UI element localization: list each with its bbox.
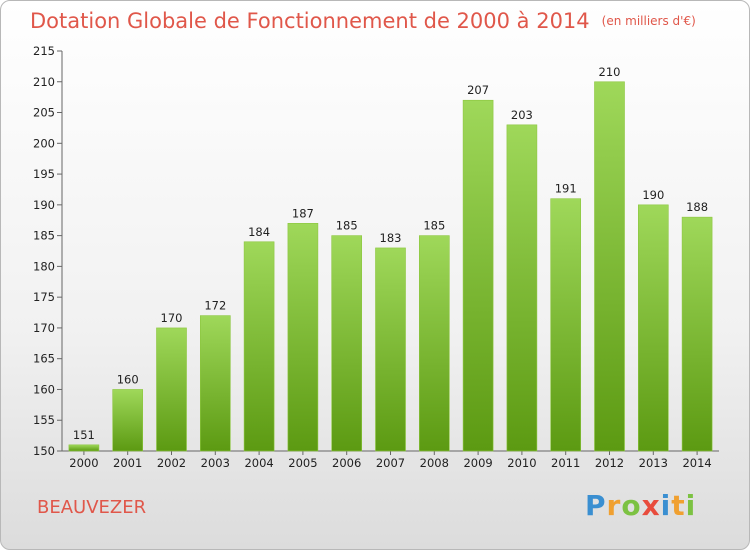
logo-letter: i [660,489,672,522]
x-tick-label: 2011 [551,456,580,470]
y-tick-label: 165 [33,352,55,366]
bar [68,444,100,452]
x-tick-label: 2006 [332,456,361,470]
chart-title-text: Dotation Globale de Fonctionnement de 20… [30,9,590,33]
bar [156,327,187,452]
bar [331,235,363,452]
y-tick-label: 175 [33,290,55,304]
bar [418,235,450,452]
bar-value-label: 190 [642,188,664,202]
bar-value-label: 184 [248,225,270,239]
x-tick-label: 2001 [113,456,142,470]
y-tick-label: 170 [33,321,55,335]
bar-value-label: 151 [73,428,95,442]
x-tick-label: 2003 [201,456,230,470]
commune-name: BEAUVEZER [37,497,147,518]
bar-value-label: 172 [204,299,226,313]
bar-value-label: 188 [686,200,708,214]
y-tick-label: 205 [33,106,55,120]
bar [681,216,713,452]
chart-bars [68,81,713,452]
logo-letter: o [621,489,642,522]
x-tick-label: 2014 [682,456,711,470]
bar-value-label: 191 [555,182,577,196]
x-tick-label: 2009 [463,456,492,470]
bar [506,124,538,452]
bar-value-label: 203 [511,108,533,122]
bar-value-label: 207 [467,83,489,97]
x-tick-label: 2010 [507,456,536,470]
x-tick-label: 2008 [420,456,449,470]
bar [375,247,406,452]
y-tick-label: 190 [33,198,55,212]
logo-letter: r [606,489,622,522]
bar [243,241,275,452]
chart-axes: 150 155 160 165 170 175 180 185 190 195 200 205 210 2… [33,44,719,470]
y-tick-label: 185 [33,229,55,243]
bar [462,99,494,452]
x-tick-label: 2000 [69,456,98,470]
bar-value-label: 170 [161,311,183,325]
x-tick-label: 2007 [376,456,405,470]
y-tick-label: 200 [33,136,55,150]
x-tick-label: 2013 [639,456,668,470]
x-tick-label: 2005 [288,456,317,470]
x-tick-label: 2004 [244,456,273,470]
bar [594,81,625,452]
logo-letter: P [585,489,607,522]
y-tick-label: 150 [33,444,55,458]
x-tick-label: 2012 [595,456,624,470]
y-tick-label: 195 [33,167,55,181]
y-tick-label: 160 [33,382,55,396]
y-tick-label: 210 [33,75,55,89]
bar-value-label: 160 [117,372,139,386]
bar [200,315,231,452]
proxiti-logo: Proxiti [585,489,696,522]
chart-title: Dotation Globale de Fonctionnement de 20… [30,9,696,33]
logo-letter: i [685,489,697,522]
bar-value-label: 185 [336,219,358,233]
chart-value-labels: 151 160 170 172 184 187 185 183 185 207 203 191 210 1… [73,65,708,442]
bar [637,204,669,452]
bar-value-label: 185 [423,219,445,233]
x-tick-label: 2002 [157,456,186,470]
y-tick-label: 155 [33,413,55,427]
y-tick-label: 215 [33,44,55,58]
logo-letter: t [671,489,686,522]
logo-letter: x [641,489,661,522]
bar-value-label: 187 [292,206,314,220]
bar [287,223,319,452]
y-tick-label: 180 [33,259,55,273]
chart-unit-note: (en milliers d'€) [601,14,696,28]
bar [550,198,582,452]
bar-value-label: 183 [380,231,402,245]
bar-value-label: 210 [599,65,621,79]
bar [112,389,143,452]
